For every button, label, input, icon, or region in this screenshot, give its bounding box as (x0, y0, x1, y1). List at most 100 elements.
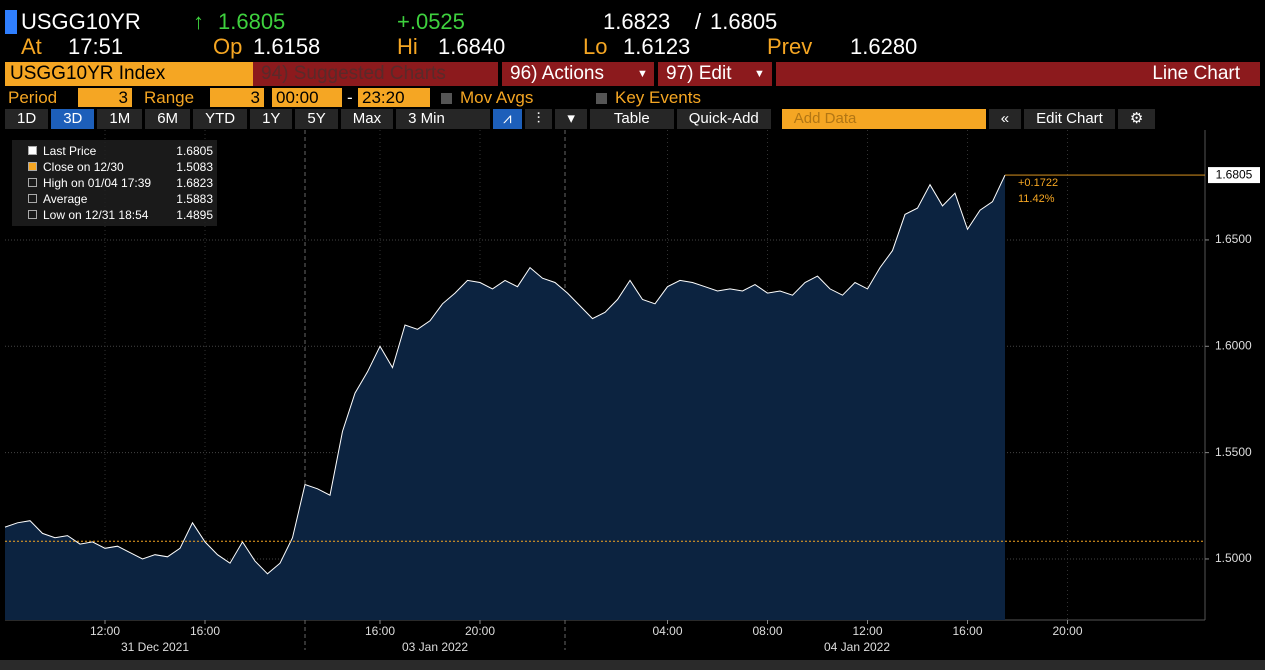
legend-row: High on 01/04 17:39 1.6823 (16, 175, 213, 191)
settings-button[interactable]: ⚙ (1117, 109, 1156, 129)
open: 1.6158 (253, 34, 321, 59)
dash: - (347, 88, 353, 107)
legend-label: High on 01/04 17:39 (43, 176, 152, 190)
key-events[interactable]: Key Events (596, 88, 701, 107)
low: 1.6123 (623, 34, 691, 59)
date-label: 04 Jan 2022 (824, 640, 890, 654)
period-field[interactable]: 3 (78, 88, 132, 107)
interval-button[interactable]: 3 Min (396, 109, 491, 129)
legend-swatch (28, 146, 37, 155)
legend-swatch (28, 162, 37, 171)
actions-button[interactable]: 96) Actions (502, 62, 654, 86)
arrow: ↑ (193, 9, 204, 34)
legend-label: Average (43, 192, 88, 206)
more-button[interactable]: ▾ (555, 109, 587, 129)
legend-label: Low on 12/31 18:54 (43, 208, 149, 222)
annotation: 11.42% (1018, 193, 1055, 205)
legend-label-wrap: Average (16, 191, 87, 207)
prev: 1.6280 (850, 34, 918, 59)
suggested-charts-button[interactable]: 94) Suggested Charts (253, 62, 498, 86)
range-field[interactable]: 3 (210, 88, 264, 107)
range-button[interactable]: 1M (97, 109, 143, 129)
period-label: Period (8, 88, 58, 107)
legend-value: 1.5883 (176, 192, 213, 206)
security-field[interactable]: USGG10YR Index (5, 62, 255, 86)
legend-value: 1.5083 (176, 160, 213, 174)
chart-type: Line Chart (776, 62, 1260, 86)
lo-label: Lo (583, 34, 608, 59)
x-tick-label: 04:00 (652, 624, 682, 638)
range-button[interactable]: Max (340, 109, 394, 129)
dropdown-arrow: ▼ (637, 68, 648, 80)
range-button[interactable]: 5Y (295, 109, 338, 129)
from-field[interactable]: 00:00 (272, 88, 342, 107)
date-label: 03 Jan 2022 (402, 640, 468, 654)
status-bar (0, 660, 1265, 670)
time: 17:51 (68, 34, 124, 59)
mov-avgs[interactable]: Mov Avgs (441, 88, 533, 107)
x-tick-label: 20:00 (1052, 624, 1082, 638)
legend-swatch (28, 178, 37, 187)
key-events-label: Key Events (615, 88, 701, 107)
x-tick-label: 20:00 (465, 624, 495, 638)
range-button[interactable]: YTD (193, 109, 248, 129)
legend-value: 1.4895 (176, 208, 213, 222)
add-data-field[interactable]: Add Data (781, 109, 986, 129)
line-style-button[interactable]: ⩘ (493, 109, 522, 129)
range-button[interactable]: 1D (5, 109, 49, 129)
legend-swatch (28, 210, 37, 219)
high: 1.6840 (438, 34, 506, 59)
ask: 1.6805 (710, 9, 778, 34)
edit-chart-button[interactable]: Edit Chart (1024, 109, 1115, 129)
legend-label: Last Price (43, 144, 97, 158)
quick-add-button[interactable]: Quick-Add (676, 109, 771, 129)
x-tick-label: 08:00 (752, 624, 782, 638)
legend-label-wrap: Low on 12/31 18:54 (16, 207, 148, 223)
change: +.0525 (397, 9, 465, 34)
dropdown-arrow: ▼ (754, 68, 765, 80)
x-tick-label: 12:00 (90, 624, 120, 638)
collapse-button[interactable]: « (988, 109, 1022, 129)
last-price-tag: 1.6805 (1216, 167, 1253, 181)
legend-row: Average 1.5883 (16, 191, 213, 207)
legend-value: 1.6805 (176, 144, 213, 158)
area (5, 175, 1005, 620)
bid: 1.6823 (603, 9, 671, 34)
range-button[interactable]: 1Y (250, 109, 293, 129)
separator: / (695, 9, 702, 34)
legend-swatch (28, 194, 37, 203)
legend-label-wrap: High on 01/04 17:39 (16, 175, 151, 191)
x-tick-label: 16:00 (952, 624, 982, 638)
y-tick-label: 1.5000 (1215, 551, 1252, 565)
mov-avgs-label: Mov Avgs (460, 88, 534, 107)
range-button[interactable]: 3D (51, 109, 95, 129)
prev-label: Prev (767, 34, 813, 59)
table-button[interactable]: Table (589, 109, 674, 129)
bar-style-button[interactable]: ⫶ (524, 109, 553, 129)
range-button[interactable]: 6M (145, 109, 191, 129)
checkbox[interactable] (596, 93, 607, 104)
checkbox[interactable] (441, 93, 452, 104)
legend-row: Close on 12/30 1.5083 (16, 159, 213, 175)
range-label: Range (144, 88, 195, 107)
legend-label: Close on 12/30 (43, 160, 124, 174)
hi-label: Hi (397, 34, 418, 59)
y-tick-label: 1.5500 (1215, 445, 1252, 459)
line (4, 174, 1006, 575)
legend-label-wrap: Last Price (16, 143, 96, 159)
x-tick-label: 16:00 (190, 624, 220, 638)
legend: Last Price 1.6805 Close on 12/30 1.5083 High… (12, 140, 217, 226)
edit-button[interactable]: 97) Edit (658, 62, 772, 86)
op-label: Op (213, 34, 243, 59)
last-price: 1.6805 (218, 9, 286, 34)
at-label: At (21, 34, 42, 59)
x-tick-label: 12:00 (852, 624, 882, 638)
date-label: 31 Dec 2021 (121, 640, 189, 654)
last-price-tag-bg (1208, 167, 1260, 184)
legend-row: Last Price 1.6805 (16, 143, 213, 159)
to-field[interactable]: 23:20 (358, 88, 430, 107)
y-tick-label: 1.6500 (1215, 232, 1252, 246)
legend-value: 1.6823 (176, 176, 213, 190)
